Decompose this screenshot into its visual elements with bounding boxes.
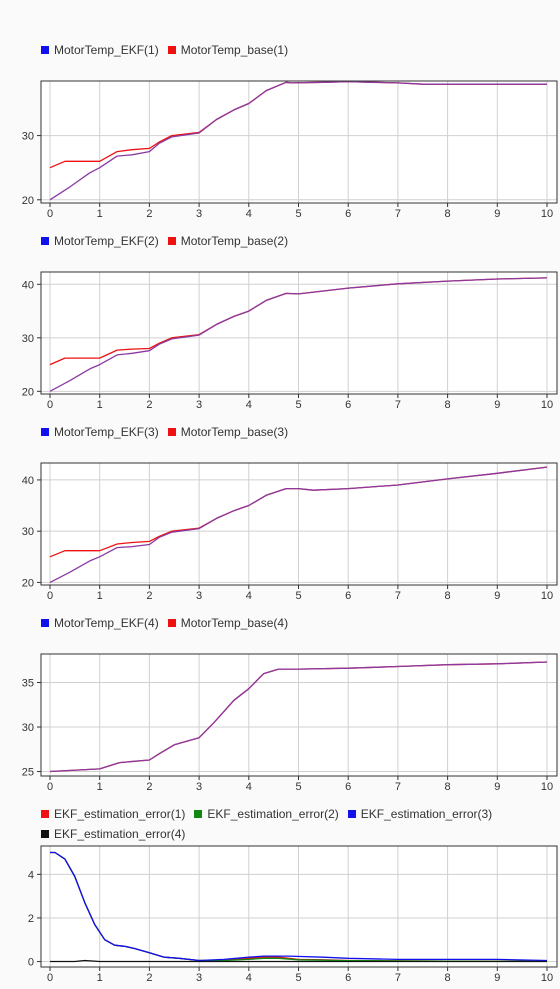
y-tick-label: 30 (22, 722, 34, 734)
x-tick-label: 10 (541, 590, 553, 602)
x-tick-label: 2 (146, 590, 152, 602)
x-tick-label: 5 (295, 208, 301, 220)
chart-2: 0 1 2 3 4 5 6 7 8 9 10 20 30 40 (22, 272, 557, 411)
x-tick-label: 4 (246, 972, 252, 984)
x-tick-label: 7 (395, 399, 401, 411)
x-tick-label: 10 (541, 781, 553, 793)
x-tick-label: 3 (196, 208, 202, 220)
x-tick-label: 0 (47, 208, 53, 220)
y-tick-label: 25 (22, 767, 34, 779)
x-tick-label: 3 (196, 399, 202, 411)
y-tick-label: 4 (28, 869, 34, 881)
chart-1: 0 1 2 3 4 5 6 7 8 9 10 20 30 (22, 81, 557, 220)
x-tick-label: 6 (345, 590, 351, 602)
x-tick-label: 0 (47, 781, 53, 793)
y-tick-label: 20 (22, 577, 34, 589)
x-tick-label: 6 (345, 781, 351, 793)
y-tick-label: 30 (22, 131, 34, 143)
x-tick-label: 2 (146, 972, 152, 984)
x-tick-label: 7 (395, 781, 401, 793)
x-tick-label: 8 (445, 399, 451, 411)
x-tick-label: 8 (445, 208, 451, 220)
x-tick-label: 1 (97, 399, 103, 411)
x-tick-label: 8 (445, 781, 451, 793)
y-tick-label: 40 (22, 279, 34, 291)
x-tick-label: 6 (345, 399, 351, 411)
x-tick-label: 0 (47, 972, 53, 984)
x-tick-label: 9 (494, 972, 500, 984)
x-tick-label: 7 (395, 972, 401, 984)
y-tick-label: 2 (28, 913, 34, 925)
y-tick-label: 35 (22, 677, 34, 689)
x-tick-label: 10 (541, 208, 553, 220)
x-tick-label: 4 (246, 208, 252, 220)
x-tick-label: 1 (97, 972, 103, 984)
x-tick-label: 1 (97, 590, 103, 602)
x-tick-label: 10 (541, 972, 553, 984)
x-tick-label: 0 (47, 399, 53, 411)
x-tick-label: 1 (97, 208, 103, 220)
y-tick-label: 0 (28, 957, 34, 969)
x-tick-label: 9 (494, 781, 500, 793)
y-tick-label: 30 (22, 526, 34, 538)
y-tick-label: 30 (22, 333, 34, 345)
x-tick-label: 2 (146, 208, 152, 220)
x-tick-label: 1 (97, 781, 103, 793)
y-tick-label: 20 (22, 386, 34, 398)
x-tick-label: 6 (345, 208, 351, 220)
x-tick-label: 5 (295, 590, 301, 602)
x-tick-label: 5 (295, 781, 301, 793)
x-tick-label: 4 (246, 590, 252, 602)
x-tick-label: 2 (146, 781, 152, 793)
x-tick-label: 7 (395, 208, 401, 220)
x-tick-label: 9 (494, 399, 500, 411)
x-tick-label: 4 (246, 399, 252, 411)
x-tick-label: 9 (494, 208, 500, 220)
x-tick-label: 8 (445, 590, 451, 602)
x-tick-label: 3 (196, 972, 202, 984)
x-tick-label: 5 (295, 972, 301, 984)
chart-5: 0 1 2 3 4 5 6 7 8 9 10 0 2 4 (28, 846, 557, 984)
chart-4: 0 1 2 3 4 5 6 7 8 9 10 25 30 35 (22, 654, 557, 793)
x-tick-label: 0 (47, 590, 53, 602)
x-tick-label: 5 (295, 399, 301, 411)
x-tick-label: 8 (445, 972, 451, 984)
x-tick-label: 6 (345, 972, 351, 984)
chart-3: 0 1 2 3 4 5 6 7 8 9 10 20 30 40 (22, 463, 557, 602)
x-tick-label: 9 (494, 590, 500, 602)
x-tick-label: 3 (196, 781, 202, 793)
y-tick-label: 20 (22, 195, 34, 207)
x-tick-label: 2 (146, 399, 152, 411)
y-tick-label: 40 (22, 475, 34, 487)
x-tick-label: 10 (541, 399, 553, 411)
x-tick-label: 3 (196, 590, 202, 602)
x-tick-label: 7 (395, 590, 401, 602)
x-tick-label: 4 (246, 781, 252, 793)
